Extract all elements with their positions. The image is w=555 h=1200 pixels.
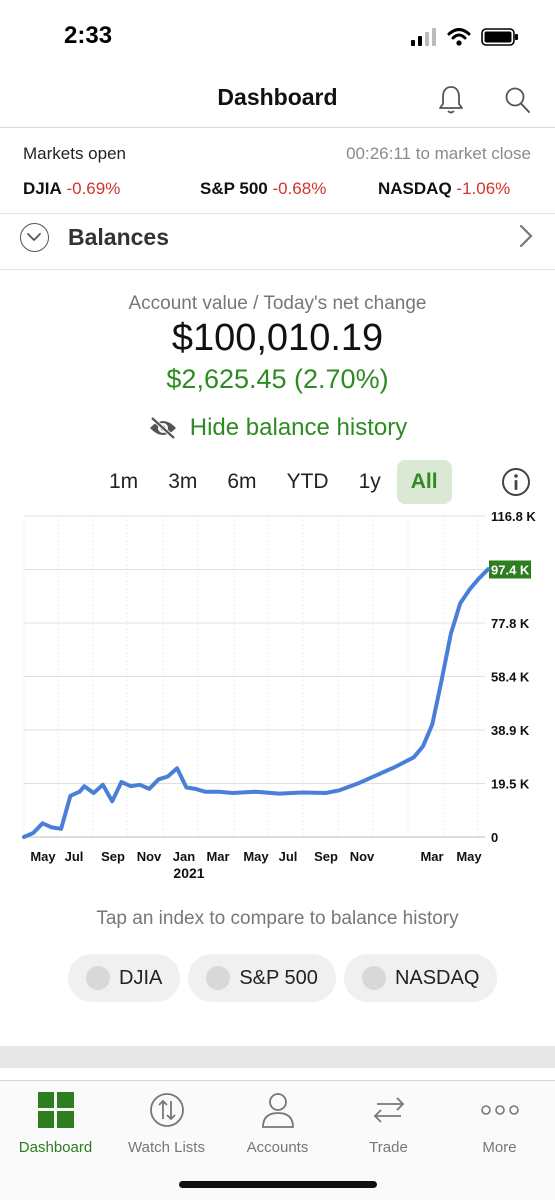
- compare-chip-djia[interactable]: DJIA: [68, 954, 181, 1002]
- trade-arrows-icon: [373, 1097, 404, 1123]
- index-sp500[interactable]: S&P 500 -0.68%: [200, 179, 326, 199]
- range-selector: 1m 3m 6m YTD 1y All: [95, 460, 454, 504]
- battery-icon: [481, 28, 518, 46]
- x-tick-label: May: [30, 849, 56, 864]
- person-icon: [261, 1093, 294, 1128]
- chevron-right-icon[interactable]: [519, 224, 533, 248]
- section-divider: [0, 1046, 555, 1068]
- y-tick-label: 77.8 K: [491, 616, 530, 631]
- x-tick-label: Jan: [173, 849, 195, 864]
- chip-label: NASDAQ: [394, 966, 480, 989]
- tab-bar: Dashboard Watch Lists Accounts: [0, 1080, 555, 1200]
- balance-line: [22, 567, 490, 839]
- y-tick-label: 38.9 K: [491, 723, 530, 738]
- tab-label: Dashboard: [18, 1139, 93, 1156]
- status-icons: [411, 26, 519, 48]
- home-indicator: [179, 1181, 377, 1188]
- collapse-circle-icon[interactable]: [20, 223, 49, 252]
- index-djia[interactable]: DJIA -0.69%: [23, 179, 120, 199]
- x-tick-label: Jul: [279, 849, 298, 864]
- radio-icon: [361, 966, 386, 990]
- compare-chip-nasdaq[interactable]: NASDAQ: [343, 954, 498, 1002]
- tab-trade[interactable]: Trade: [333, 1089, 444, 1156]
- hide-balance-history-button[interactable]: Hide balance history: [0, 414, 555, 442]
- account-value-label: Account value / Today's net change: [128, 293, 427, 314]
- tab-accounts[interactable]: Accounts: [222, 1089, 333, 1156]
- market-status: Markets open: [23, 144, 126, 163]
- index-name: DJIA: [23, 179, 62, 198]
- x-tick-label: May: [243, 849, 269, 864]
- chip-label: S&P 500: [239, 966, 318, 989]
- range-all[interactable]: All: [396, 460, 452, 504]
- balances-row[interactable]: Balances: [0, 214, 555, 270]
- eye-slash-icon: [149, 416, 176, 440]
- index-nasdaq[interactable]: NASDAQ -1.06%: [378, 179, 510, 199]
- market-strip: Markets open 00:26:11 to market close DJ…: [0, 130, 555, 214]
- y-tick-highlight: [489, 560, 531, 579]
- index-change: -0.69%: [66, 179, 121, 198]
- y-tick-label: 0: [491, 830, 498, 845]
- bell-icon[interactable]: [436, 84, 466, 116]
- index-change: -0.68%: [272, 179, 327, 198]
- range-ytd[interactable]: YTD: [286, 470, 329, 493]
- compare-chip-sp500[interactable]: S&P 500: [188, 954, 336, 1002]
- balance-history-chart[interactable]: 116.8 K 97.4 K 77.8 K 58.4 K 38.9 K 19.5 K 0 M…: [0, 505, 555, 885]
- status-bar: 2:33: [0, 0, 555, 72]
- info-icon[interactable]: [500, 466, 532, 498]
- x-tick-label: Mar: [420, 849, 443, 864]
- tab-label: More: [482, 1139, 517, 1156]
- wifi-icon: [447, 28, 471, 46]
- tab-label: Trade: [369, 1139, 408, 1156]
- status-time: 2:33: [64, 22, 113, 49]
- range-3m[interactable]: 3m: [168, 470, 198, 493]
- tab-label: Watch Lists: [128, 1139, 205, 1156]
- x-tick-label: Jul: [65, 849, 84, 864]
- page-title: Dashboard: [217, 84, 338, 110]
- radio-icon: [86, 966, 110, 990]
- tab-dashboard[interactable]: Dashboard: [0, 1089, 111, 1156]
- index-name: NASDAQ: [378, 179, 452, 198]
- y-tick-label: 58.4 K: [491, 670, 530, 685]
- y-tick-label: 19.5 K: [491, 777, 530, 792]
- range-6m[interactable]: 6m: [227, 470, 257, 493]
- dashboard-grid-icon: [37, 1092, 74, 1128]
- balances-label: Balances: [68, 224, 170, 250]
- x-tick-label: Mar: [206, 849, 229, 864]
- watch-list-icon: [149, 1093, 184, 1127]
- radio-icon: [206, 966, 231, 990]
- chip-label: DJIA: [119, 966, 163, 989]
- tab-label: Accounts: [246, 1139, 309, 1156]
- x-tick-label: Sep: [314, 849, 338, 864]
- y-tick-label: 97.4 K: [491, 563, 530, 578]
- index-change: -1.06%: [456, 179, 511, 198]
- range-1y[interactable]: 1y: [358, 470, 381, 493]
- net-change: $2,625.45 (2.70%): [166, 364, 389, 394]
- market-countdown: 00:26:11 to market close: [346, 144, 531, 163]
- x-tick-label: May: [456, 849, 482, 864]
- index-name: S&P 500: [200, 179, 268, 198]
- x-tick-label: Sep: [101, 849, 125, 864]
- account-value: $100,010.19: [171, 317, 384, 359]
- tab-more[interactable]: More: [444, 1089, 555, 1156]
- tab-watch-lists[interactable]: Watch Lists: [111, 1089, 222, 1156]
- range-1m[interactable]: 1m: [109, 470, 139, 493]
- compare-chips: DJIA S&P 500 NASDAQ: [68, 954, 498, 1002]
- search-icon[interactable]: [503, 84, 533, 116]
- y-tick-label: 116.8 K: [491, 509, 536, 524]
- hide-balance-history-label: Hide balance history: [189, 414, 408, 441]
- signal-icon: [411, 28, 436, 46]
- x-tick-label: Nov: [137, 849, 162, 864]
- nav-bar: Dashboard: [0, 72, 555, 128]
- more-dots-icon: [480, 1105, 519, 1115]
- x-tick-label: Nov: [350, 849, 375, 864]
- x-year-label: 2021: [173, 865, 204, 881]
- compare-prompt: Tap an index to compare to balance histo…: [96, 908, 459, 929]
